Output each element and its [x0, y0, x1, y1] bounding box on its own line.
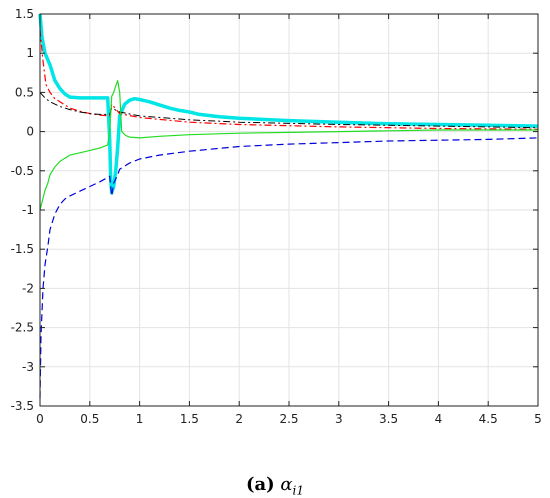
x-tick-label: 4: [435, 412, 443, 426]
series-group: [38, 13, 539, 399]
y-tick-label: -1: [22, 203, 34, 217]
y-tick-label: 1.5: [15, 7, 34, 21]
y-tick-labels: 1.5 1 0.5 0 -0.5 -1 -1.5 -2 -2.5 -3 -3.5: [11, 7, 34, 413]
series-line-2: [39, 29, 539, 130]
caption-symbol: α: [280, 474, 293, 495]
x-tick-label: 1.5: [180, 412, 199, 426]
y-tick-label: 1: [26, 46, 34, 60]
x-tick-label: 3: [335, 412, 343, 426]
x-tick-label: 5: [534, 412, 542, 426]
series-line-1: [38, 13, 539, 195]
caption-subscript: i1: [292, 483, 305, 498]
x-tick-label: 2: [235, 412, 243, 426]
y-tick-label: -0.5: [11, 164, 34, 178]
x-tick-label: 4.5: [479, 412, 498, 426]
x-tick-labels: 0 0.5 1 1.5 2 2.5 3 3.5 4 4.5 5: [36, 412, 542, 426]
y-tick-label: 0: [26, 125, 34, 139]
y-tick-label: -2: [22, 281, 34, 295]
y-tick-label: 0.5: [15, 85, 34, 99]
caption-label: (a): [245, 474, 275, 495]
x-tick-label: 0: [36, 412, 44, 426]
y-tick-label: -3: [22, 360, 34, 374]
x-tick-label: 3.5: [379, 412, 398, 426]
y-tick-label: -2.5: [11, 321, 34, 335]
y-tick-label: -1.5: [11, 242, 34, 256]
series-line-5: [39, 79, 538, 211]
y-tick-label: -3.5: [11, 399, 34, 413]
series-line-3: [39, 92, 539, 129]
figure-caption: (a) αi1: [0, 474, 550, 498]
chart: 0 0.5 1 1.5 2 2.5 3 3.5 4 4.5 5 1.5 1 0.5 0 -0.5 -1 -1.5…: [11, 7, 542, 426]
x-tick-label: 0.5: [80, 412, 99, 426]
ticks: [39, 13, 539, 407]
x-tick-label: 2.5: [279, 412, 298, 426]
x-tick-label: 1: [136, 412, 144, 426]
